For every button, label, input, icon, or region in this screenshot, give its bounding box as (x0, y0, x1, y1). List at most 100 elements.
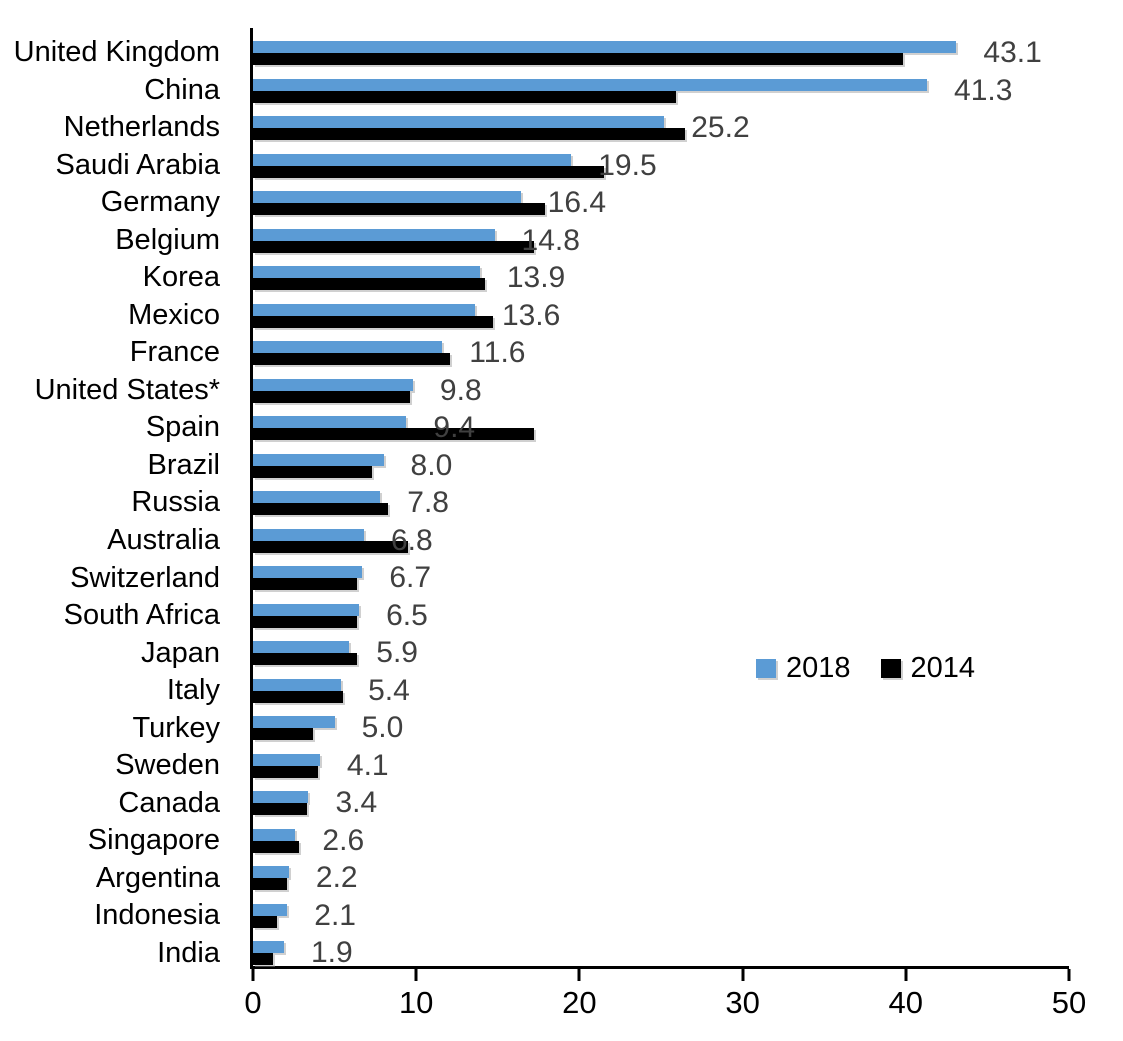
bar-2014 (253, 465, 373, 478)
bar-2014 (253, 165, 604, 178)
bar-2014 (253, 390, 410, 403)
x-axis: 0 10 20 30 40 50 (244, 969, 1086, 1029)
value-label: 9.4 (433, 411, 476, 445)
bar-2014 (253, 878, 288, 891)
bar-2014 (253, 315, 493, 328)
bar-2018 (253, 828, 296, 841)
bar-row: 16.4 (253, 178, 1069, 219)
bar-2018 (253, 941, 284, 954)
bar-2014 (253, 615, 358, 628)
bar-2018 (253, 303, 475, 316)
country-label: Russia (131, 486, 220, 519)
bar-2014 (253, 503, 389, 516)
value-label: 11.6 (469, 336, 526, 370)
y-axis-labels: United Kingdom China Netherlands Saudi Arab… (0, 28, 220, 968)
bar-2018 (253, 491, 381, 504)
bar-2018 (253, 528, 364, 541)
bar-2018 (253, 641, 350, 654)
bar-2018 (253, 78, 928, 91)
bar-2018 (253, 603, 360, 616)
bar-2014 (253, 428, 534, 441)
legend-label-2018: 2018 (786, 652, 851, 684)
bar-row: 41.3 (253, 66, 1069, 107)
x-axis-tick (1067, 969, 1071, 981)
bar-2014 (253, 840, 299, 853)
country-label: United Kingdom (13, 36, 220, 69)
bar-row: 19.5 (253, 141, 1069, 182)
bar-2014 (253, 203, 546, 216)
bar-2018 (253, 453, 384, 466)
bar-row: 6.5 (253, 591, 1069, 632)
bar-row: 43.1 (253, 28, 1069, 69)
bar-2014 (253, 690, 343, 703)
x-axis-tick-label: 10 (398, 985, 434, 1020)
bar-2014 (253, 353, 451, 366)
value-label: 13.6 (501, 298, 561, 332)
bar-2014 (253, 653, 358, 666)
value-label: 2.6 (322, 823, 365, 857)
value-label: 9.8 (439, 373, 482, 407)
value-label: 43.1 (983, 36, 1042, 69)
bar-row: 9.8 (253, 366, 1069, 407)
value-label: 7.8 (407, 486, 449, 520)
bar-2014 (253, 240, 534, 253)
country-label: Turkey (132, 711, 220, 744)
country-label: Switzerland (70, 561, 220, 594)
bar-2014 (253, 128, 686, 141)
legend-swatch-2014 (880, 659, 901, 678)
bar-row: 2.2 (253, 853, 1069, 894)
bar-row: 11.6 (253, 328, 1069, 369)
bar-2018 (253, 228, 495, 241)
x-axis-tick-label: 40 (888, 985, 924, 1020)
country-label: France (129, 336, 220, 369)
country-label: Belgium (115, 223, 220, 256)
bar-2014 (253, 578, 358, 591)
country-label: Netherlands (63, 111, 220, 144)
value-label: 4.1 (346, 748, 389, 782)
bar-row: 5.9 (253, 628, 1069, 669)
value-label: 6.5 (386, 598, 428, 632)
bar-row: 13.9 (253, 253, 1069, 294)
country-label: Canada (118, 786, 220, 819)
bar-row: 5.0 (253, 703, 1069, 744)
bar-2018 (253, 416, 407, 429)
bar-2014 (253, 53, 903, 65)
x-axis-tick-label: 50 (1051, 985, 1087, 1020)
value-label: 3.4 (335, 786, 378, 820)
country-label: China (144, 73, 220, 106)
x-axis-tick-label: 0 (244, 985, 262, 1020)
bar-2018 (253, 791, 309, 804)
bar-2018 (253, 153, 572, 166)
bar-row: 9.4 (253, 403, 1069, 444)
bar-2014 (253, 953, 273, 966)
bar-row: 6.7 (253, 553, 1069, 594)
bar-2014 (253, 765, 319, 778)
country-label: Mexico (128, 298, 220, 331)
country-label: Korea (142, 261, 220, 294)
value-label: 41.3 (954, 73, 1013, 107)
bar-2018 (253, 116, 665, 129)
country-label: Argentina (95, 861, 220, 894)
value-label: 16.4 (547, 186, 607, 220)
bar-row: 14.8 (253, 216, 1069, 257)
x-axis-tick (577, 969, 581, 981)
bar-row: 4.1 (253, 741, 1069, 782)
bar-2014 (253, 278, 485, 291)
value-label: 1.9 (311, 936, 353, 970)
bar-row: 5.4 (253, 666, 1069, 707)
bar-row: 7.8 (253, 478, 1069, 519)
country-label: Japan (140, 636, 220, 669)
value-label: 5.0 (361, 711, 404, 745)
bar-2018 (253, 753, 320, 766)
bar-row: 2.6 (253, 816, 1069, 857)
country-label: India (157, 936, 220, 969)
x-axis-tick (904, 969, 908, 981)
bar-2018 (253, 866, 289, 879)
value-label: 14.8 (521, 223, 580, 257)
bar-2018 (253, 266, 480, 279)
country-label: Saudi Arabia (55, 148, 220, 181)
legend: 2018 2014 (756, 652, 975, 685)
value-label: 6.8 (390, 523, 433, 557)
x-axis-tick-label: 20 (562, 985, 597, 1020)
bar-2018 (253, 191, 521, 204)
